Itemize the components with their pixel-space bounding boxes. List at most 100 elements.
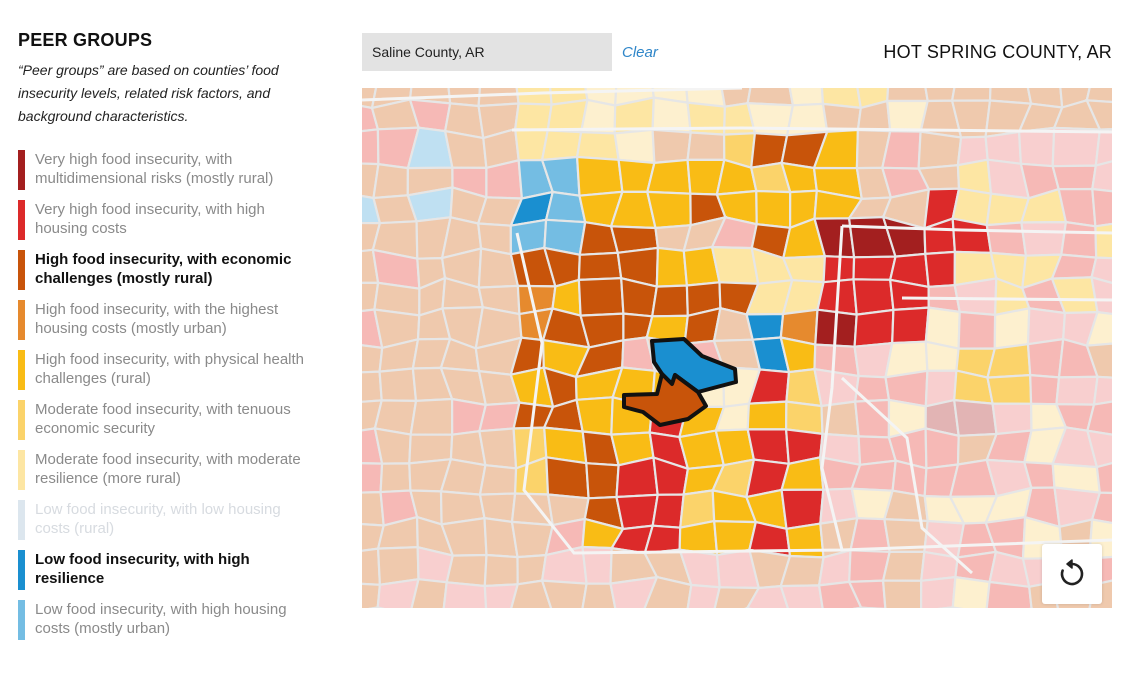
county-shape[interactable] [1055,375,1099,406]
county-shape[interactable] [362,128,380,166]
county-shape[interactable] [378,367,418,403]
county-shape[interactable] [443,129,488,170]
county-shape[interactable] [710,245,760,285]
county-shape[interactable] [1051,164,1098,191]
county-shape[interactable] [373,427,412,465]
county-shape[interactable] [985,580,1033,608]
county-map-svg[interactable] [362,88,1112,608]
selected-counties-outline[interactable] [622,337,738,427]
county-shape[interactable] [891,306,930,345]
county-shape[interactable] [1091,157,1112,193]
county-shape[interactable] [478,464,518,496]
county-shape[interactable] [779,584,824,608]
legend-item[interactable]: High food insecurity, with economic chal… [18,250,318,300]
county-shape[interactable] [787,88,825,107]
county-shape[interactable] [376,606,413,609]
county-shape[interactable] [886,88,930,103]
county-shape[interactable] [478,427,518,470]
county-shape[interactable] [540,129,583,162]
county-shape[interactable] [852,278,895,316]
county-shape[interactable] [1085,429,1112,469]
county-shape[interactable] [650,284,689,318]
county-shape[interactable] [951,575,991,608]
county-shape[interactable] [575,155,624,197]
legend-item[interactable]: Very high food insecurity, with multidim… [18,150,318,200]
county-shape[interactable] [1051,126,1102,168]
county-shape[interactable] [483,553,519,588]
county-shape[interactable] [609,575,659,608]
county-search-box[interactable] [362,33,612,71]
county-shape[interactable] [986,342,1032,379]
county-shape[interactable] [1086,399,1112,438]
county-shape[interactable] [686,131,726,162]
county-shape[interactable] [545,456,590,500]
county-shape[interactable] [362,547,382,586]
county-shape[interactable] [991,402,1033,436]
legend-item[interactable]: Low food insecurity, with high resilienc… [18,550,318,600]
county-map[interactable] [362,88,1112,608]
county-shape[interactable] [376,577,420,608]
county-shape[interactable] [985,221,1028,257]
legend-item[interactable]: Moderate food insecurity, with tenuous e… [18,400,318,450]
county-shape[interactable] [853,374,891,403]
county-shape[interactable] [950,88,992,102]
county-shape[interactable] [686,583,722,608]
county-shape[interactable] [540,579,588,608]
county-shape[interactable] [1085,310,1112,347]
county-shape[interactable] [362,462,384,494]
legend-item[interactable]: High food insecurity, with physical heal… [18,350,318,400]
county-shape[interactable] [1026,337,1065,379]
county-shape[interactable] [746,400,788,431]
county-shape[interactable] [581,582,617,608]
county-shape[interactable] [852,255,897,281]
county-shape[interactable] [577,251,623,282]
county-shape[interactable] [849,517,892,554]
county-shape[interactable] [645,190,692,230]
county-shape[interactable] [1095,461,1112,495]
county-shape[interactable] [1094,222,1112,260]
county-shape[interactable] [513,102,553,132]
county-shape[interactable] [755,189,792,230]
county-shape[interactable] [613,128,656,165]
county-shape[interactable] [986,373,1033,405]
county-shape[interactable] [575,130,620,161]
county-shape[interactable] [1085,88,1112,104]
county-shape[interactable] [615,456,659,499]
county-shape[interactable] [651,493,685,529]
county-shape[interactable] [920,575,957,608]
county-shape[interactable] [785,102,829,137]
county-shape[interactable] [483,583,520,608]
county-shape[interactable] [485,158,524,200]
county-shapes[interactable] [362,88,1112,608]
county-shape[interactable] [1029,373,1061,406]
county-shape[interactable] [577,277,625,317]
county-shape[interactable] [746,102,795,137]
county-shape[interactable] [445,553,488,588]
county-shape[interactable] [655,246,689,288]
county-shape[interactable] [924,427,960,470]
county-shape[interactable] [853,308,895,348]
county-shape[interactable] [785,522,825,559]
county-shape[interactable] [362,370,383,403]
county-shape[interactable] [917,130,963,170]
county-shape[interactable] [515,88,553,106]
legend-item[interactable]: Low food insecurity, with high housing c… [18,600,318,650]
county-shape[interactable] [957,310,997,350]
reset-view-button[interactable] [1042,544,1102,604]
county-shape[interactable] [585,462,620,500]
county-shape[interactable] [442,581,488,608]
county-shape[interactable] [780,488,825,531]
county-shape[interactable] [615,493,660,531]
county-shape[interactable] [952,398,998,437]
county-shape[interactable] [409,397,454,436]
county-shape[interactable] [645,158,692,195]
legend-item[interactable]: Low food insecurity, with low housing co… [18,500,318,550]
county-shape[interactable] [921,606,957,608]
county-shape[interactable] [953,277,998,317]
clear-link[interactable]: Clear [622,44,658,61]
county-shape[interactable] [643,575,693,608]
county-shape[interactable] [993,306,1031,350]
county-shape[interactable] [712,586,761,608]
county-shape[interactable] [1090,491,1112,525]
county-shape[interactable] [1085,342,1112,379]
